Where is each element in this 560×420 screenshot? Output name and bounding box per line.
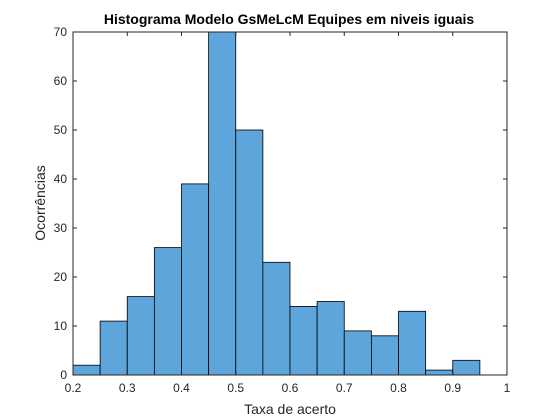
histogram-bar — [370, 335, 399, 376]
x-axis-ticks: 0.2 0.3 0.4 0.5 0.6 0.7 0.8 0.9 1 — [65, 32, 511, 395]
x-axis-label: Taxa de acerto — [244, 401, 336, 417]
y-tick-label: 0 — [60, 368, 67, 382]
histogram-bar — [99, 320, 128, 376]
x-tick-label: 0.5 — [227, 381, 244, 395]
y-tick-label: 50 — [54, 123, 68, 137]
y-axis-ticks: 0 10 20 30 40 50 60 70 — [54, 25, 507, 382]
chart-title: Histograma Modelo GsMeLcM Equipes em niv… — [104, 11, 475, 27]
histogram-bar — [452, 359, 481, 376]
y-tick-label: 10 — [54, 319, 68, 333]
histogram-bar — [208, 31, 237, 376]
histogram-bar — [72, 364, 101, 376]
y-axis-label: Ocorrências — [32, 165, 48, 240]
x-tick-label: 1 — [504, 381, 511, 395]
x-tick-label: 0.6 — [282, 381, 299, 395]
histogram-bar — [235, 129, 264, 376]
y-tick-label: 70 — [54, 25, 68, 39]
x-tick-label: 0.7 — [336, 381, 353, 395]
histogram-bar — [343, 330, 372, 376]
y-tick-label: 40 — [54, 172, 68, 186]
histogram-bar — [262, 261, 291, 376]
y-tick-label: 60 — [54, 74, 68, 88]
y-tick-label: 30 — [54, 221, 68, 235]
histogram-bar — [398, 310, 427, 376]
histogram-bar — [289, 305, 318, 376]
histogram-bar — [181, 183, 210, 376]
x-tick-label: 0.9 — [444, 381, 461, 395]
x-tick-label: 0.8 — [390, 381, 407, 395]
x-tick-label: 0.2 — [65, 381, 82, 395]
histogram-bar — [316, 301, 345, 376]
y-tick-label: 20 — [54, 270, 68, 284]
x-tick-label: 0.3 — [119, 381, 136, 395]
histogram-bar — [153, 247, 182, 376]
x-tick-label: 0.4 — [173, 381, 190, 395]
histogram-bar — [425, 369, 454, 376]
histogram-bar — [126, 296, 155, 376]
bars-group — [72, 31, 481, 376]
